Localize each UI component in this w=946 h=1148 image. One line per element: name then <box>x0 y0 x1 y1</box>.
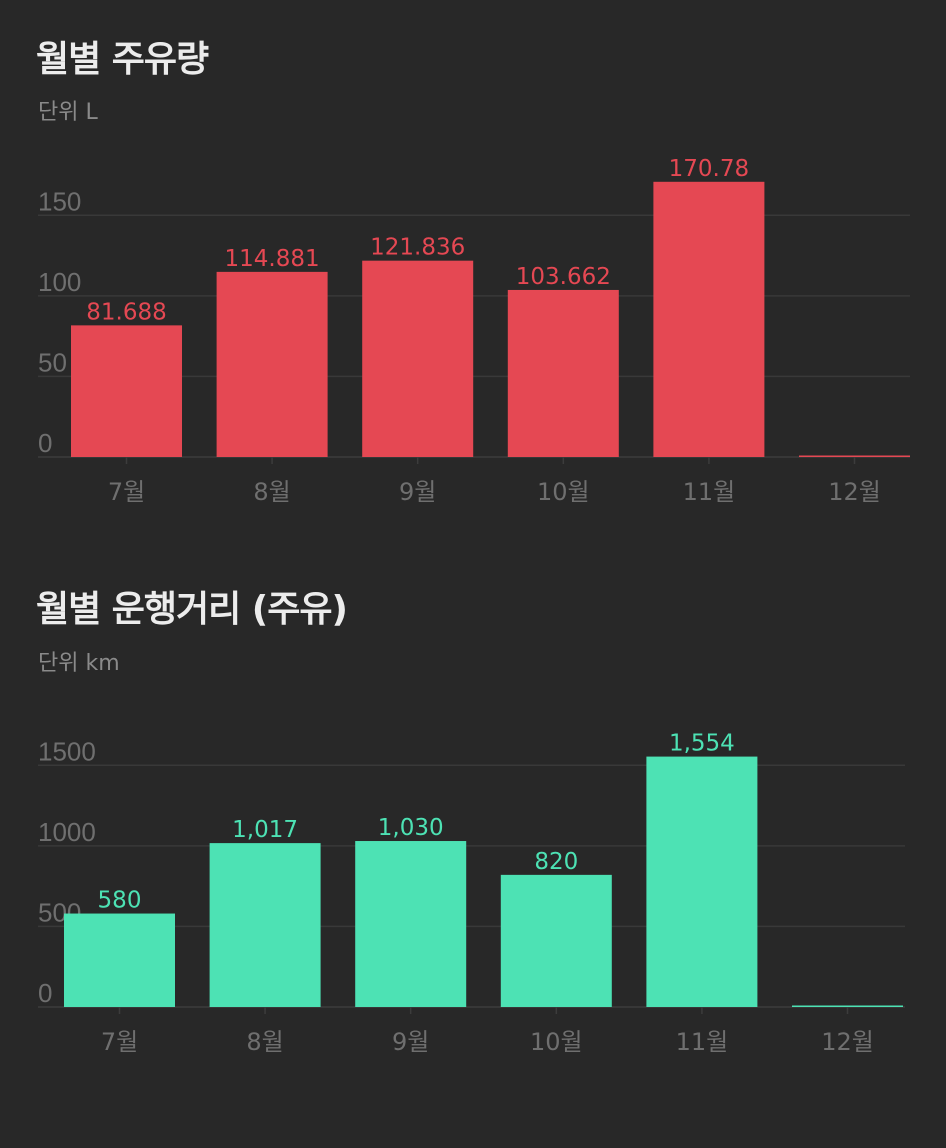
fuel-volume-chart: 0 50 100 150 81.688 7월 114.881 8월 121.836 9월 103.6… <box>38 156 910 506</box>
bar <box>507 289 619 457</box>
bar-value-label: 820 <box>534 849 578 875</box>
bar <box>500 874 612 1007</box>
bar-value-label: 114.881 <box>225 246 320 272</box>
x-tick-label: 8월 <box>246 1028 283 1056</box>
chart-title: 월별 운행거리 (주유) <box>36 589 348 630</box>
y-tick-label: 0 <box>38 428 52 458</box>
bar <box>646 756 758 1007</box>
x-tick-label: 9월 <box>392 1028 429 1056</box>
y-tick-label: 1500 <box>38 736 96 766</box>
bar-value-label: 1,554 <box>669 731 735 757</box>
x-tick-label: 12월 <box>828 478 881 506</box>
y-tick-label: 50 <box>38 347 67 377</box>
bar-value-label: 1,030 <box>378 815 444 841</box>
distance-chart: 0500100015005807월1,0178월1,0309월82010월1,5… <box>38 731 905 1056</box>
x-tick-label: 7월 <box>101 1028 138 1056</box>
bar-value-label: 170.78 <box>669 156 749 182</box>
chart-subtitle: 단위 km <box>38 651 120 676</box>
x-tick-label: 10월 <box>530 1028 583 1056</box>
y-tick-label: 150 <box>38 186 81 216</box>
y-tick-label: 0 <box>38 978 52 1008</box>
x-tick-label: 10월 <box>537 478 590 506</box>
x-tick-label: 8월 <box>253 478 290 506</box>
x-tick-label: 7월 <box>108 478 145 506</box>
bar <box>71 325 182 457</box>
x-tick-label: 11월 <box>676 1028 729 1056</box>
bar <box>355 841 467 1007</box>
bar <box>653 181 765 457</box>
bar-value-label: 81.688 <box>86 299 166 325</box>
x-tick-label: 12월 <box>821 1028 874 1056</box>
bar <box>362 260 474 457</box>
bar-value-label: 121.836 <box>370 235 465 261</box>
bar <box>216 271 328 457</box>
bar <box>64 913 175 1007</box>
x-tick-label: 11월 <box>683 478 736 506</box>
bar <box>792 1005 903 1007</box>
chart-subtitle: 단위 L <box>38 100 98 125</box>
x-tick-label: 9월 <box>399 478 436 506</box>
y-tick-label: 100 <box>38 267 81 297</box>
bar <box>799 455 910 457</box>
bar-value-label: 580 <box>98 888 142 914</box>
y-tick-label: 1000 <box>38 817 96 847</box>
bar <box>209 843 321 1007</box>
bar-value-label: 1,017 <box>232 817 298 843</box>
bar-value-label: 103.662 <box>516 264 611 290</box>
chart-title: 월별 주유량 <box>36 39 209 80</box>
